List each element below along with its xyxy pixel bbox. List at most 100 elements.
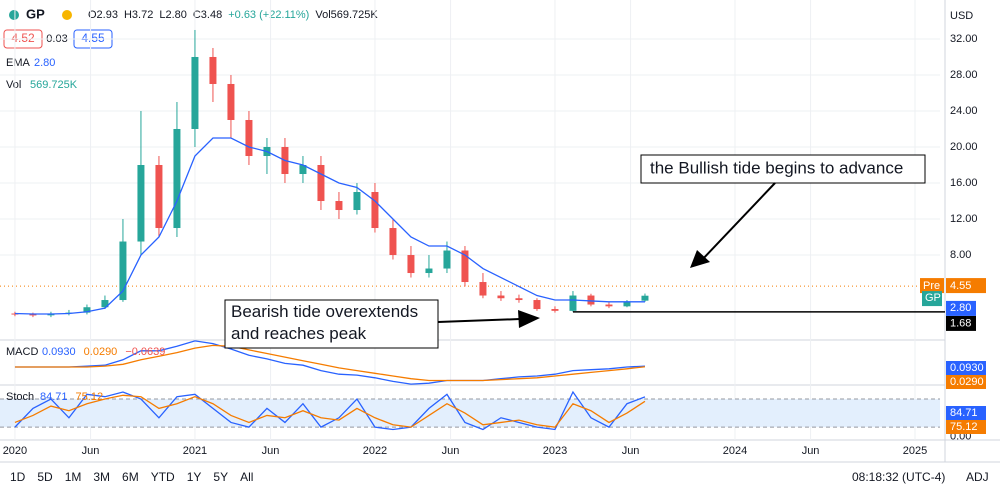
legend-value: 84.71 — [40, 391, 68, 403]
candle-body — [515, 298, 523, 301]
candle-body — [299, 165, 307, 175]
candle-body — [29, 314, 37, 316]
annotation-box — [640, 154, 926, 184]
series-tag-label: GP — [925, 292, 941, 304]
candle-body — [605, 304, 613, 307]
y-tick-label: 12.00 — [950, 213, 978, 225]
series-line — [14, 340, 645, 385]
value-tag — [946, 420, 986, 434]
range-button[interactable]: 1D — [10, 470, 26, 484]
value-tag — [946, 406, 986, 420]
y-tick-label: 32.00 — [950, 33, 978, 45]
series-line — [14, 137, 645, 315]
candle-body — [551, 309, 559, 311]
candle-body — [119, 241, 127, 301]
candle-body — [533, 300, 541, 310]
ema-value: 2.80 — [34, 57, 55, 69]
y-tick-label: 16.00 — [950, 177, 978, 189]
adj-button[interactable]: ADJ — [966, 470, 989, 484]
y-tick-label: 20.00 — [950, 141, 978, 153]
candle-body — [497, 295, 505, 299]
ohlc-value: O2.93 — [88, 9, 118, 21]
vol-value: 569.725K — [30, 79, 78, 91]
candle-body — [101, 300, 109, 308]
candle-body — [587, 295, 595, 305]
value-tag-label: 75.12 — [950, 421, 978, 433]
candle-body — [227, 83, 235, 120]
x-tick-label: 2021 — [183, 445, 207, 457]
x-tick-label: 2025 — [903, 445, 927, 457]
symbol-icon — [9, 10, 19, 20]
candle-body — [137, 165, 145, 242]
price-tag-label: 4.55 — [950, 280, 971, 292]
y-tick-label: 24.00 — [950, 105, 978, 117]
x-tick-label: Jun — [622, 445, 640, 457]
candle-body — [335, 201, 343, 211]
ohlc-value: +0.63 (+22.11%) — [228, 9, 309, 21]
candle-body — [173, 128, 181, 229]
x-tick-label: 2022 — [363, 445, 387, 457]
stoch-band — [0, 399, 940, 428]
x-tick-label: 2023 — [543, 445, 567, 457]
x-tick-label: 2024 — [723, 445, 747, 457]
series-line — [14, 344, 646, 382]
candle-body — [353, 192, 361, 211]
pre-label: Pre — [923, 280, 940, 292]
x-tick-label: Jun — [262, 445, 280, 457]
arrow — [699, 182, 776, 263]
ask[interactable]: 4.55 — [81, 31, 105, 45]
value-tag-label: 84.71 — [950, 407, 978, 419]
arrow — [437, 318, 521, 323]
candle-body — [389, 228, 397, 256]
series-line — [14, 394, 646, 428]
pane-title: MACD — [6, 346, 38, 358]
ohlc-value: C3.48 — [193, 9, 222, 21]
annotation-text: Bearish tide overextends and reaches peak — [231, 302, 418, 343]
candle-body — [443, 250, 451, 269]
candle-body — [407, 255, 415, 274]
arrowhead — [690, 250, 710, 268]
value-tag — [946, 361, 986, 375]
series-tag-label: 2.80 — [950, 302, 971, 314]
ohlc-value: Vol569.725K — [315, 9, 378, 21]
range-button[interactable]: 1Y — [187, 470, 202, 484]
x-tick-label: Jun — [802, 445, 820, 457]
legend-value: −0.0639 — [125, 346, 165, 358]
range-button[interactable]: 1M — [65, 470, 82, 484]
support-tag — [946, 315, 976, 331]
y-tick-label: 8.00 — [950, 249, 971, 261]
x-tick-label: 2020 — [3, 445, 27, 457]
range-button[interactable]: 3M — [93, 470, 110, 484]
candle-body — [209, 56, 217, 84]
series-tag — [946, 300, 976, 316]
candle-body — [479, 282, 487, 296]
value-tag-label: 0.0930 — [950, 362, 984, 374]
range-button[interactable]: All — [240, 470, 253, 484]
ohlc-value: H3.72 — [124, 9, 153, 21]
legend-header: GP O2.93 H3.72 L2.80 C3.48 +0.63 (+22.11%) Vo… — [3, 6, 378, 91]
annotation-box — [224, 299, 439, 349]
ohlc-value: L2.80 — [159, 9, 187, 21]
range-button[interactable]: YTD — [151, 470, 175, 484]
annotations: the Bullish tide begins to advance Beari… — [224, 154, 926, 349]
range-button[interactable]: 5Y — [213, 470, 228, 484]
candle-body — [83, 307, 91, 313]
value-tag-label: 0.0290 — [950, 376, 984, 388]
candle-body — [371, 192, 379, 229]
ema-label: EMA — [6, 57, 31, 69]
value-tag — [946, 375, 986, 389]
range-button[interactable]: 6M — [122, 470, 139, 484]
session-icon — [62, 10, 72, 20]
price-tag — [946, 278, 986, 294]
annotation-text: the Bullish tide begins to advance — [650, 158, 903, 177]
legend-value: 75.12 — [76, 391, 104, 403]
vol-label: Vol — [6, 79, 21, 91]
candle-body — [461, 250, 469, 283]
bid[interactable]: 4.52 — [11, 31, 35, 45]
symbol: GP — [26, 6, 45, 21]
series-line — [14, 390, 646, 431]
range-button[interactable]: 5D — [37, 470, 53, 484]
currency: USD — [950, 10, 973, 22]
arrowhead — [518, 310, 540, 328]
candle-body — [425, 268, 433, 274]
